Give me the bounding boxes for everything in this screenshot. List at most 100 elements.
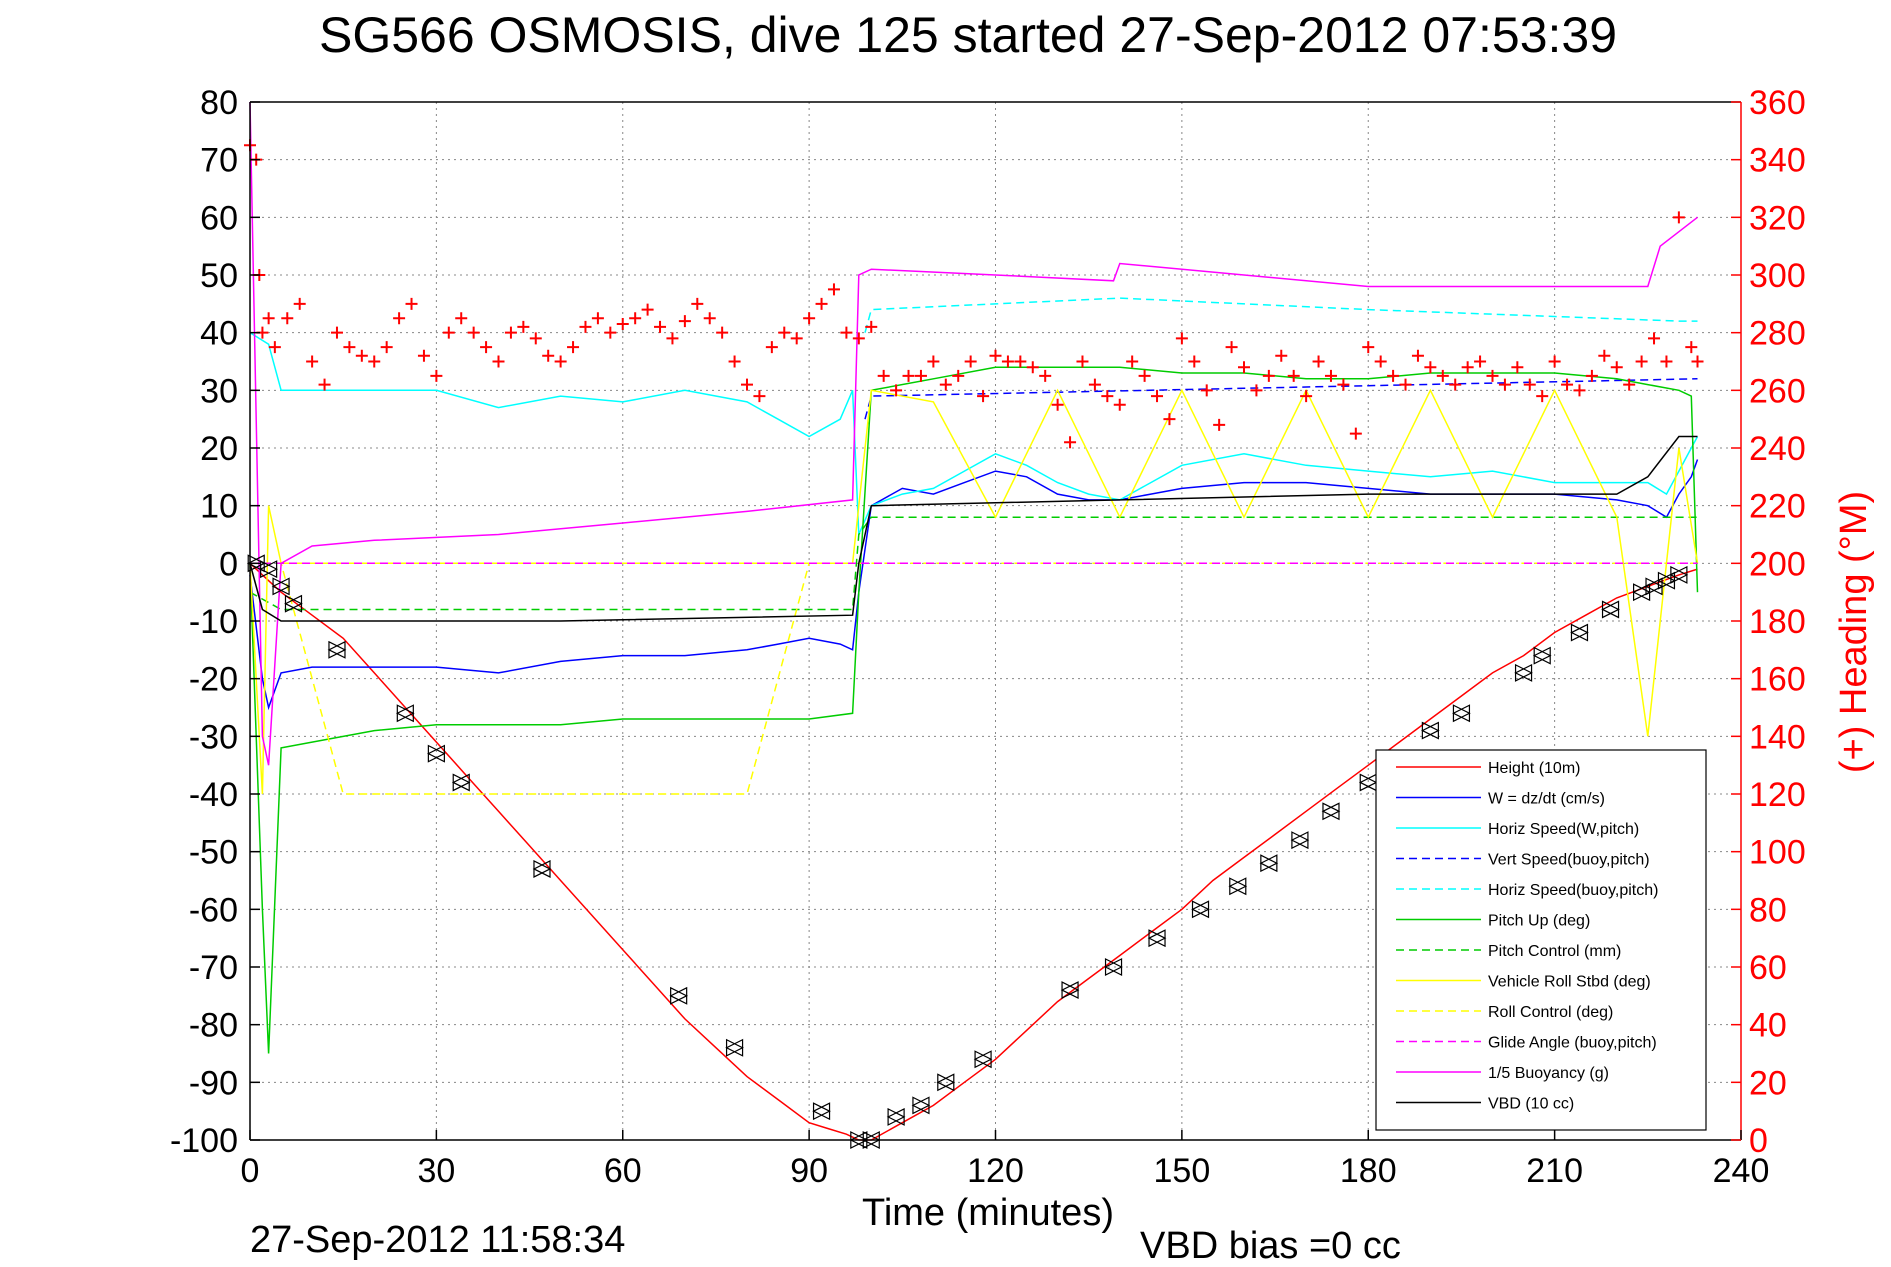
x-tick-label: 0 <box>241 1152 260 1190</box>
y-tick-label: 80 <box>200 84 238 122</box>
dive-marker <box>1421 721 1439 740</box>
dive-marker <box>669 986 688 1005</box>
heading-point <box>1498 378 1511 391</box>
y-right-tick-label: 200 <box>1749 545 1806 583</box>
y-right-tick-label: 320 <box>1749 199 1806 237</box>
dive-marker <box>1060 981 1079 1000</box>
heading-point <box>1262 369 1275 382</box>
heading-point <box>1014 355 1027 368</box>
y-tick-label: -70 <box>189 949 238 987</box>
heading-point <box>1436 369 1449 382</box>
x-tick-label: 150 <box>1154 1152 1211 1190</box>
y-right-tick-label: 120 <box>1749 776 1806 814</box>
dive-marker <box>1104 958 1123 976</box>
dive-marker <box>1452 704 1471 723</box>
heading-point <box>1411 349 1424 362</box>
legend-label: Roll Control (deg) <box>1488 1004 1613 1021</box>
x-tick-label: 60 <box>604 1152 642 1190</box>
dive-marker <box>886 1107 905 1126</box>
heading-point <box>1598 349 1611 362</box>
heading-point <box>1076 355 1089 368</box>
series-line <box>249 388 1699 795</box>
heading-point <box>852 332 865 345</box>
heading-point <box>1175 332 1188 345</box>
heading-point <box>1200 384 1213 397</box>
series-line <box>249 101 1698 766</box>
y-right-tick-label: 300 <box>1749 257 1806 295</box>
series-line <box>249 562 1698 1141</box>
heading-point <box>827 283 840 296</box>
heading-point <box>1461 361 1474 374</box>
heading-point <box>1511 361 1524 374</box>
dive-marker <box>1570 623 1589 642</box>
y-tick-label: 60 <box>200 199 238 237</box>
right-axis-label: (+) Heading (°M) <box>1833 491 1875 773</box>
y-tick-label: 0 <box>219 545 238 583</box>
heading-point <box>330 326 343 339</box>
series-line <box>249 459 1699 711</box>
y-tick-label: 50 <box>200 257 238 295</box>
legend: Height (10m) W = dz/dt (cm/s) Horiz Speed(… <box>1375 749 1707 1131</box>
heading-point <box>914 369 927 382</box>
heading-point <box>1088 378 1101 391</box>
legend-label: Pitch Up (deg) <box>1488 913 1590 930</box>
series-line <box>864 378 1698 420</box>
dive-marker <box>259 560 278 579</box>
legend-label: Height (10m) <box>1488 760 1580 777</box>
heading-point <box>1324 369 1337 382</box>
heading-point <box>877 369 890 382</box>
heading-point <box>393 312 406 325</box>
y-tick-label: 70 <box>200 142 238 180</box>
heading-point <box>355 349 368 362</box>
dive-marker <box>1514 663 1533 682</box>
heading-point <box>1561 378 1574 391</box>
heading-point <box>405 297 418 310</box>
heading-point <box>517 320 530 333</box>
dive-marker <box>533 859 552 878</box>
legend-label: Glide Angle (buoy,pitch) <box>1488 1035 1657 1052</box>
heading-point <box>1026 361 1039 374</box>
heading-point <box>1362 341 1375 354</box>
y-right-tick-label: 260 <box>1749 372 1806 410</box>
heading-point <box>430 369 443 382</box>
heading-point <box>554 355 567 368</box>
heading-point <box>728 355 741 368</box>
y-right-tick-label: 280 <box>1749 315 1806 353</box>
dive-marker <box>973 1050 992 1069</box>
heading-point <box>604 326 617 339</box>
heading-point <box>529 332 542 345</box>
dive-marker <box>1533 646 1552 665</box>
y-tick-label: -60 <box>189 891 238 929</box>
heading-point <box>753 390 766 403</box>
dive-marker <box>812 1102 831 1121</box>
heading-point <box>815 297 828 310</box>
dive-marker <box>812 1102 831 1121</box>
heading-point <box>368 355 381 368</box>
heading-point <box>1573 384 1586 397</box>
heading-point <box>977 390 990 403</box>
heading-point <box>306 355 319 368</box>
y-tick-label: -100 <box>170 1122 238 1160</box>
heading-point <box>1312 355 1325 368</box>
y-right-tick-label: 240 <box>1749 430 1806 468</box>
heading-point <box>1138 369 1151 382</box>
heading-point <box>1287 369 1300 382</box>
y-tick-label: 20 <box>200 430 238 468</box>
dive-marker <box>327 640 346 659</box>
heading-point <box>1051 398 1064 411</box>
heading-point <box>790 332 803 345</box>
heading-point <box>1126 355 1139 368</box>
heading-point <box>579 320 592 333</box>
dive-marker <box>271 577 290 596</box>
dive-marker <box>1191 900 1210 919</box>
legend-label: 1/5 Buoyancy (g) <box>1488 1065 1609 1082</box>
heading-point <box>989 349 1002 362</box>
y-right-tick-label: 20 <box>1749 1064 1787 1102</box>
dive-marker <box>1104 958 1123 976</box>
y-tick-label: -10 <box>189 603 238 641</box>
y-right-tick-label: 160 <box>1749 661 1806 699</box>
heading-point <box>343 341 356 354</box>
x-tick-label: 90 <box>790 1152 828 1190</box>
heading-point <box>741 378 753 391</box>
